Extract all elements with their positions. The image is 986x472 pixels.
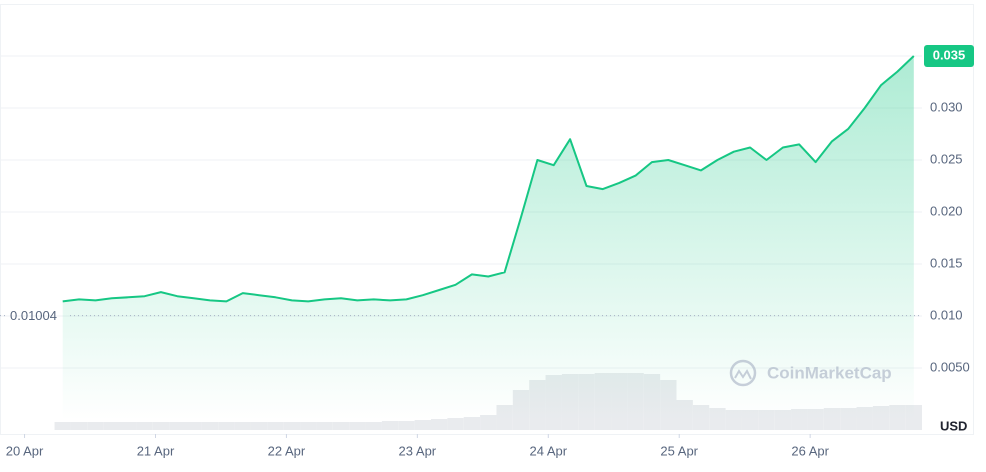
volume-bar xyxy=(332,422,350,430)
reference-label: 0.01004 xyxy=(10,308,57,323)
volume-bar xyxy=(201,422,219,430)
x-tick-label: 22 Apr xyxy=(268,443,306,458)
x-tick-label: 26 Apr xyxy=(791,443,829,458)
watermark-logo xyxy=(729,359,757,387)
y-tick-label: 0.030 xyxy=(930,99,963,114)
volume-bar xyxy=(414,420,431,430)
volume-bar xyxy=(169,422,186,430)
current-price-label: 0.035 xyxy=(933,47,966,62)
watermark: CoinMarketCap xyxy=(729,359,892,387)
volume-bar xyxy=(70,422,88,430)
volume-bar xyxy=(463,417,481,430)
volume-bar xyxy=(283,422,301,430)
price-line xyxy=(62,55,915,303)
price-area xyxy=(62,56,914,420)
volume-bar xyxy=(234,422,251,430)
watermark-text: CoinMarketCap xyxy=(767,363,892,382)
volume-bar xyxy=(316,422,333,430)
y-tick-label: 0.015 xyxy=(930,255,963,270)
volume-bar xyxy=(430,419,448,430)
volume-bar xyxy=(267,422,284,430)
frame xyxy=(0,4,974,435)
y-tick-label: 0.0050 xyxy=(930,359,970,374)
x-tick-label: 25 Apr xyxy=(660,443,698,458)
volume-bar xyxy=(300,422,317,430)
volume-bar xyxy=(381,421,399,430)
y-tick-label: 0.010 xyxy=(930,307,963,322)
x-tick-label: 20 Apr xyxy=(6,443,44,458)
volume-bar xyxy=(218,422,235,430)
x-tick-label: 21 Apr xyxy=(137,443,175,458)
volume-bar xyxy=(250,422,268,430)
volume-bar xyxy=(120,422,137,430)
volume-bar xyxy=(447,418,464,430)
volume-bar xyxy=(54,422,71,430)
x-tick-label: 24 Apr xyxy=(529,443,567,458)
current-price-box xyxy=(924,45,974,67)
volume-bar xyxy=(365,422,382,430)
x-tick-label: 23 Apr xyxy=(399,443,437,458)
volume-bar xyxy=(398,421,415,430)
volume-bar xyxy=(185,422,202,430)
volume-bar xyxy=(103,422,121,430)
y-tick-label: 0.020 xyxy=(930,203,963,218)
currency-label: USD xyxy=(940,418,967,433)
volume-bar xyxy=(87,422,104,430)
watermark-logo-mark xyxy=(734,369,752,380)
volume-bar xyxy=(349,422,366,430)
volume-bar xyxy=(136,422,153,430)
volume-bar xyxy=(152,422,170,430)
y-tick-label: 0.025 xyxy=(930,151,963,166)
